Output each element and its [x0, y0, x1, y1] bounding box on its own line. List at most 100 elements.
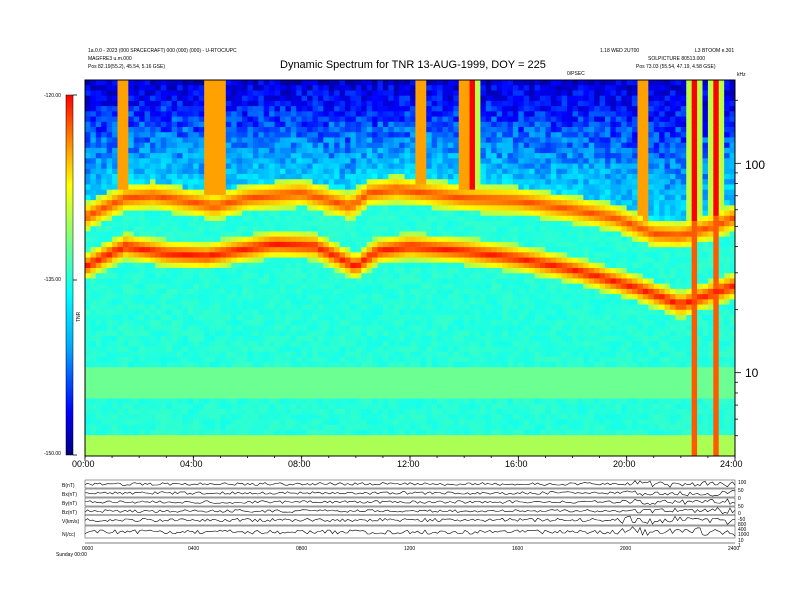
heatmap-cell — [328, 315, 335, 321]
heatmap-cell — [323, 247, 330, 253]
heatmap-cell — [426, 419, 433, 426]
heatmap-cell — [285, 106, 292, 112]
heatmap-cell — [317, 132, 324, 139]
heatmap-cell — [90, 440, 97, 447]
heatmap-cell — [231, 283, 238, 290]
heatmap-cell — [160, 309, 167, 316]
heatmap-cell — [198, 382, 205, 389]
heatmap-cell — [177, 142, 184, 149]
heatmap-cell — [193, 288, 200, 295]
heatmap-cell — [437, 200, 444, 206]
heatmap-cell — [182, 90, 189, 97]
heatmap-cell — [182, 210, 189, 217]
heatmap-cell — [355, 315, 362, 321]
heatmap-cell — [252, 362, 259, 368]
heatmap-cell — [231, 121, 238, 128]
heatmap-cell — [285, 158, 292, 165]
heatmap-cell — [355, 194, 362, 201]
heatmap-cell — [372, 367, 379, 374]
heatmap-cell — [280, 163, 287, 170]
heatmap-cell — [399, 351, 406, 358]
heatmap-cell — [112, 184, 119, 191]
heatmap-cell — [290, 424, 297, 431]
heatmap-cell — [431, 294, 438, 300]
heatmap-cell — [372, 221, 379, 227]
heatmap-cell — [177, 121, 184, 128]
heatmap-cell — [209, 341, 216, 347]
heatmap-cell — [274, 330, 281, 337]
heatmap-cell — [122, 100, 129, 107]
heatmap-cell — [274, 351, 281, 358]
heatmap-cell — [415, 215, 422, 222]
heatmap-cell — [236, 241, 243, 248]
heatmap-cell — [128, 419, 135, 426]
heatmap-cell — [247, 325, 254, 332]
heatmap-cell — [144, 351, 151, 358]
heatmap-cell — [404, 106, 411, 112]
heatmap-cell — [166, 435, 173, 441]
heatmap-cell — [258, 189, 265, 196]
heatmap-cell — [317, 189, 324, 196]
heatmap-cell — [236, 184, 243, 191]
heatmap-cell — [106, 372, 113, 379]
heatmap-cell — [209, 325, 216, 332]
heatmap-cell — [437, 215, 444, 222]
heatmap-cell — [420, 100, 427, 107]
heatmap-cell — [328, 450, 335, 456]
heatmap-cell — [150, 414, 157, 421]
heatmap-cell — [453, 450, 460, 456]
heatmap-cell — [220, 116, 227, 123]
heatmap-cell — [101, 210, 108, 217]
heatmap-cell — [133, 116, 140, 123]
heatmap-cell — [426, 288, 433, 295]
heatmap-cell — [122, 179, 129, 186]
heatmap-cell — [312, 294, 319, 300]
heatmap-cell — [404, 450, 411, 456]
heatmap-cell — [269, 388, 276, 394]
heatmap-cell — [312, 236, 319, 243]
heatmap-cell — [139, 429, 146, 436]
heatmap-cell — [198, 168, 205, 175]
heatmap-cell — [410, 429, 417, 436]
heatmap-cell — [225, 341, 232, 347]
heatmap-cell — [160, 236, 167, 243]
heatmap-cell — [437, 241, 444, 248]
heatmap-cell — [388, 153, 395, 159]
heatmap-cell — [247, 137, 254, 144]
heatmap-cell — [133, 111, 140, 118]
heatmap-cell — [182, 189, 189, 196]
heatmap-cell — [442, 221, 449, 227]
heatmap-cell — [182, 278, 189, 285]
heatmap-cell — [258, 450, 265, 456]
heatmap-cell — [312, 90, 319, 97]
heatmap-cell — [355, 262, 362, 269]
heatmap-cell — [328, 200, 335, 206]
heatmap-cell — [171, 241, 178, 248]
heatmap-cell — [366, 268, 373, 274]
heatmap-cell — [112, 231, 119, 238]
heatmap-cell — [122, 278, 129, 285]
heatmap-cell — [377, 450, 384, 456]
heatmap-cell — [312, 278, 319, 285]
heatmap-cell — [187, 445, 194, 452]
heatmap-cell — [193, 419, 200, 426]
heatmap-cell — [388, 299, 395, 306]
heatmap-cell — [388, 419, 395, 426]
heatmap-cell — [307, 367, 314, 374]
heatmap-cell — [209, 278, 216, 285]
heatmap-cell — [85, 247, 92, 253]
heatmap-cell — [193, 132, 200, 139]
heatmap-cell — [198, 356, 205, 363]
heatmap-cell — [382, 393, 389, 400]
heatmap-cell — [285, 194, 292, 201]
heatmap-cell — [117, 294, 124, 300]
heatmap-cell — [258, 179, 265, 186]
heatmap-cell — [122, 153, 129, 159]
heatmap-cell — [193, 252, 200, 259]
heatmap-cell — [393, 325, 400, 332]
heatmap-cell — [258, 158, 265, 165]
heatmap-cell — [247, 372, 254, 379]
heatmap-cell — [323, 382, 330, 389]
heatmap-cell — [350, 393, 357, 400]
heatmap-cell — [274, 362, 281, 368]
